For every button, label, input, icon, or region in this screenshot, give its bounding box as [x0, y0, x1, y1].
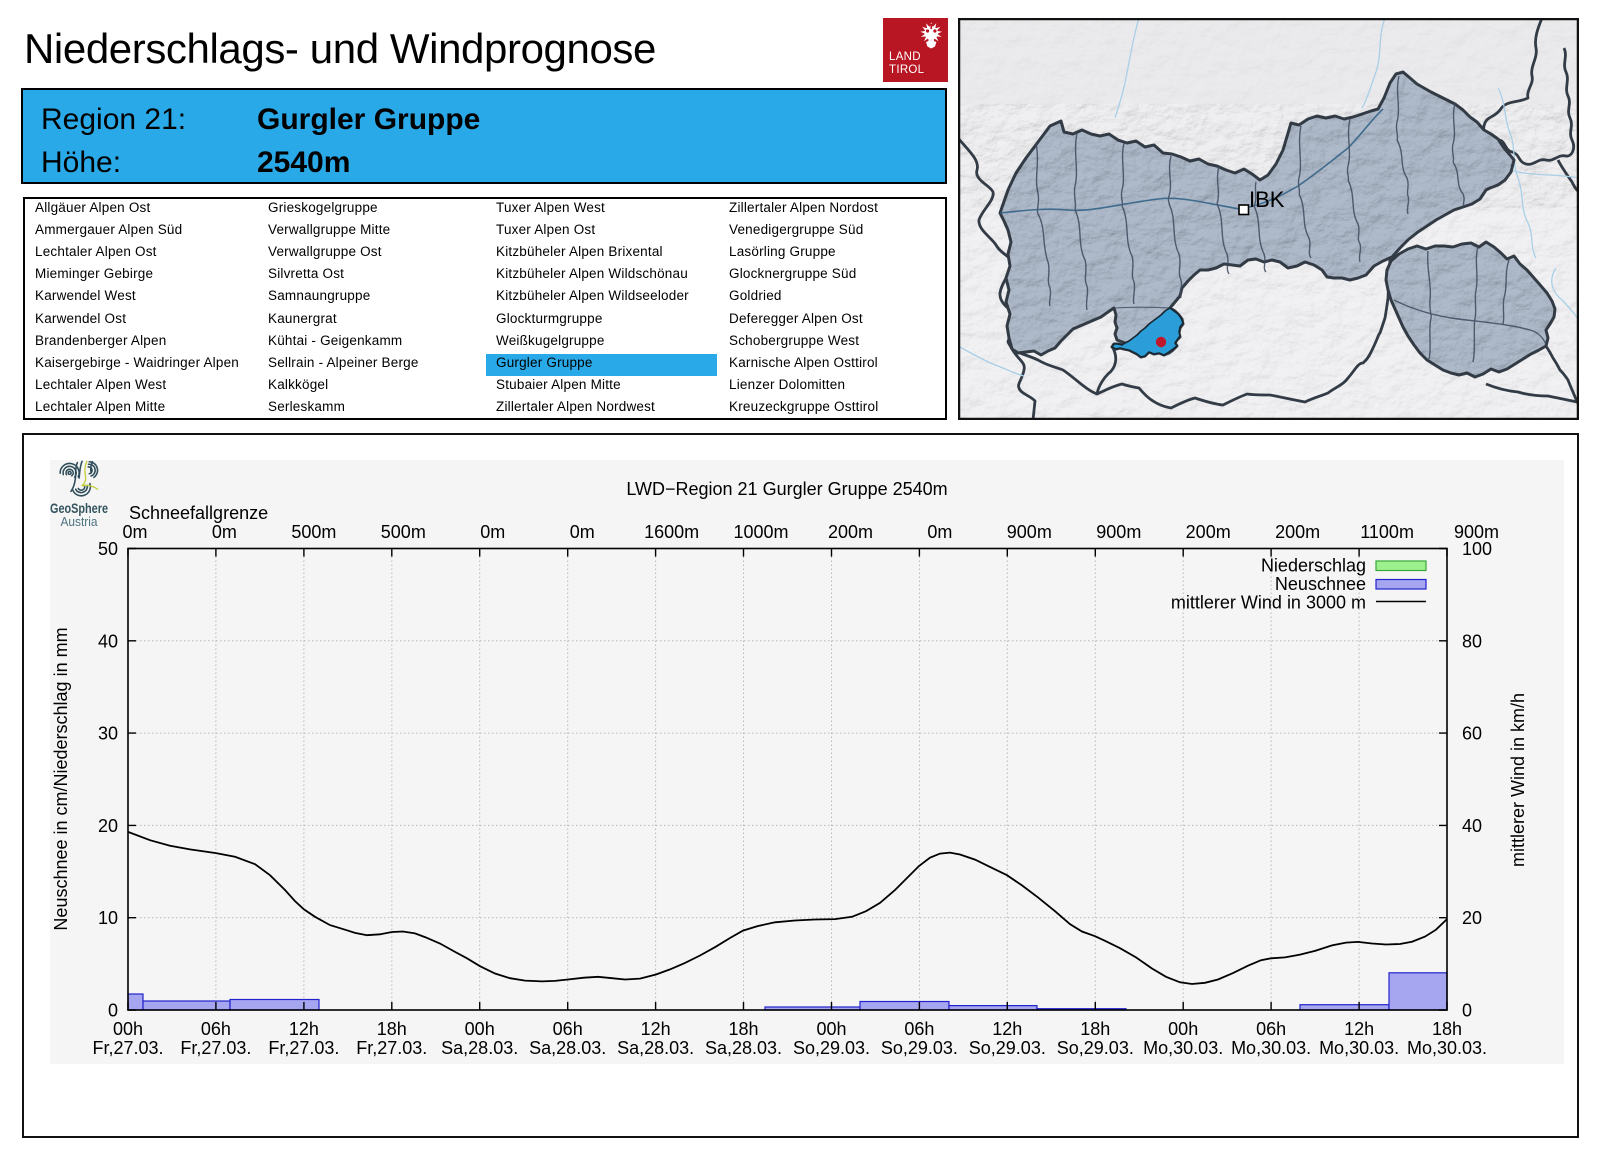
- svg-text:1100m: 1100m: [1360, 522, 1414, 542]
- svg-text:Mo,30.03.: Mo,30.03.: [1231, 1038, 1311, 1058]
- svg-text:200m: 200m: [1275, 522, 1320, 542]
- svg-text:40: 40: [1462, 816, 1482, 836]
- svg-text:900m: 900m: [1096, 522, 1141, 542]
- svg-text:Fr,27.03.: Fr,27.03.: [180, 1038, 251, 1058]
- svg-text:50: 50: [98, 539, 118, 559]
- svg-text:200m: 200m: [828, 522, 873, 542]
- svg-text:So,29.03.: So,29.03.: [969, 1038, 1046, 1058]
- svg-text:Fr,27.03.: Fr,27.03.: [92, 1038, 163, 1058]
- svg-text:00h: 00h: [113, 1019, 143, 1039]
- svg-text:0: 0: [108, 1001, 118, 1021]
- svg-text:06h: 06h: [904, 1019, 934, 1039]
- svg-text:Neuschnee: Neuschnee: [1275, 574, 1366, 594]
- svg-text:So,29.03.: So,29.03.: [881, 1038, 958, 1058]
- svg-text:mittlerer Wind in 3000 m: mittlerer Wind in 3000 m: [1171, 593, 1366, 613]
- svg-text:Niederschlag: Niederschlag: [1261, 556, 1366, 576]
- svg-text:Sa,28.03.: Sa,28.03.: [441, 1038, 518, 1058]
- svg-text:0m: 0m: [480, 522, 505, 542]
- svg-text:So,29.03.: So,29.03.: [793, 1038, 870, 1058]
- svg-text:Mo,30.03.: Mo,30.03.: [1407, 1038, 1487, 1058]
- svg-text:0: 0: [1462, 1001, 1472, 1021]
- svg-text:06h: 06h: [201, 1019, 231, 1039]
- svg-text:Fr,27.03.: Fr,27.03.: [356, 1038, 427, 1058]
- svg-text:12h: 12h: [1344, 1019, 1374, 1039]
- svg-text:18h: 18h: [377, 1019, 407, 1039]
- svg-text:12h: 12h: [289, 1019, 319, 1039]
- svg-text:20: 20: [98, 816, 118, 836]
- svg-text:mittlerer Wind in km/h: mittlerer Wind in km/h: [1508, 693, 1528, 867]
- svg-text:18h: 18h: [728, 1019, 758, 1039]
- svg-text:Mo,30.03.: Mo,30.03.: [1319, 1038, 1399, 1058]
- svg-text:30: 30: [98, 724, 118, 744]
- svg-text:100: 100: [1462, 539, 1492, 559]
- svg-text:60: 60: [1462, 724, 1482, 744]
- svg-text:Sa,28.03.: Sa,28.03.: [529, 1038, 606, 1058]
- svg-text:0m: 0m: [927, 522, 952, 542]
- svg-text:18h: 18h: [1080, 1019, 1110, 1039]
- svg-text:Fr,27.03.: Fr,27.03.: [268, 1038, 339, 1058]
- svg-text:0m: 0m: [570, 522, 595, 542]
- svg-text:200m: 200m: [1186, 522, 1231, 542]
- svg-text:500m: 500m: [381, 522, 426, 542]
- svg-text:0m: 0m: [122, 522, 147, 542]
- svg-text:06h: 06h: [553, 1019, 583, 1039]
- svg-text:12h: 12h: [992, 1019, 1022, 1039]
- svg-text:06h: 06h: [1256, 1019, 1286, 1039]
- svg-text:Schneefallgrenze: Schneefallgrenze: [129, 503, 268, 523]
- svg-text:1000m: 1000m: [733, 522, 788, 542]
- svg-text:00h: 00h: [816, 1019, 846, 1039]
- svg-text:IBK: IBK: [1249, 187, 1285, 212]
- svg-text:0m: 0m: [212, 522, 237, 542]
- svg-text:80: 80: [1462, 631, 1482, 651]
- svg-text:Mo,30.03.: Mo,30.03.: [1143, 1038, 1223, 1058]
- svg-text:20: 20: [1462, 908, 1482, 928]
- svg-text:Sa,28.03.: Sa,28.03.: [617, 1038, 694, 1058]
- svg-text:18h: 18h: [1432, 1019, 1462, 1039]
- svg-text:GeoSphere: GeoSphere: [50, 500, 108, 516]
- svg-text:12h: 12h: [641, 1019, 671, 1039]
- svg-text:40: 40: [98, 631, 118, 651]
- svg-text:00h: 00h: [1168, 1019, 1198, 1039]
- svg-text:Sa,28.03.: Sa,28.03.: [705, 1038, 782, 1058]
- svg-text:LWD−Region 21 Gurgler Gruppe 2: LWD−Region 21 Gurgler Gruppe 2540m: [626, 479, 947, 499]
- svg-text:1600m: 1600m: [644, 522, 699, 542]
- svg-text:10: 10: [98, 908, 118, 928]
- svg-text:00h: 00h: [465, 1019, 495, 1039]
- svg-text:500m: 500m: [291, 522, 336, 542]
- svg-text:Austria: Austria: [61, 515, 98, 528]
- svg-text:900m: 900m: [1454, 522, 1499, 542]
- svg-text:Neuschnee in cm/Niederschlag i: Neuschnee in cm/Niederschlag in mm: [51, 627, 71, 930]
- svg-text:So,29.03.: So,29.03.: [1057, 1038, 1134, 1058]
- svg-text:900m: 900m: [1007, 522, 1052, 542]
